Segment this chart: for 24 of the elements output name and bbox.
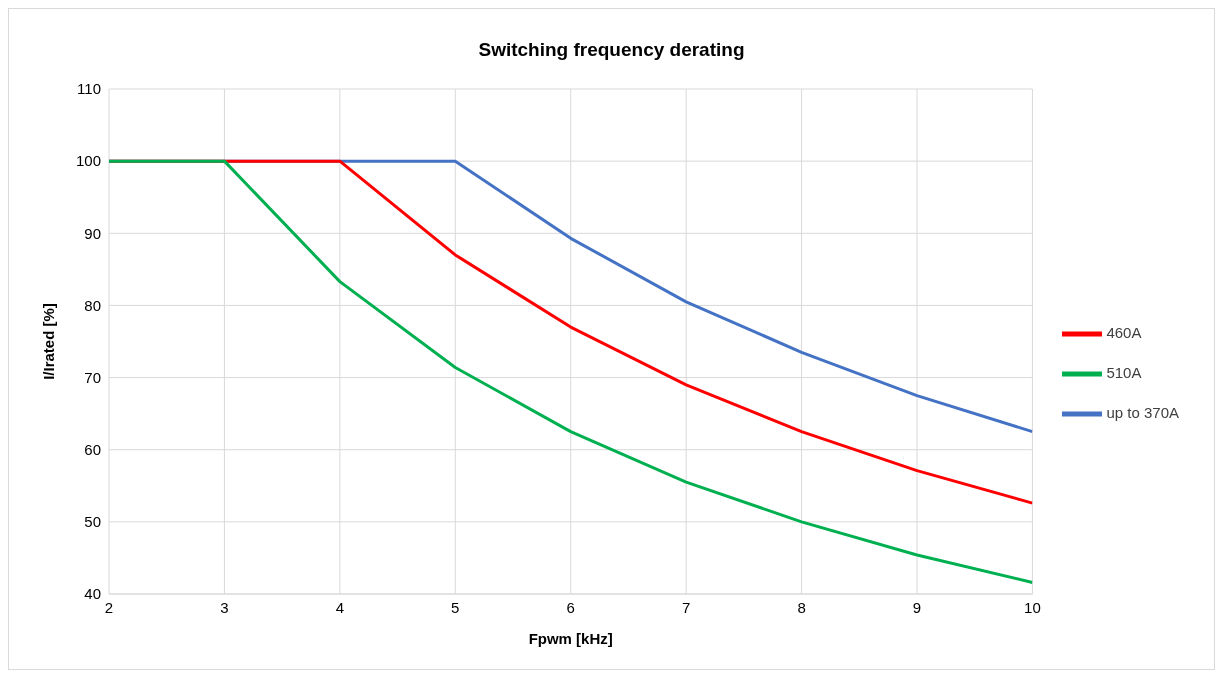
y-tick-label: 40 [84,585,101,603]
x-tick-label: 6 [566,598,575,616]
chart-title: Switching frequency derating [477,38,746,62]
x-tick-label: 2 [104,598,114,616]
y-axis-title: I/Irated [%] [40,303,58,380]
y-tick-label: 50 [84,513,101,531]
x-tick-label: 10 [1024,598,1041,616]
legend-label: 460A [1106,323,1142,341]
x-tick-label: 3 [220,598,229,616]
x-tick-label: 5 [451,598,460,616]
y-tick-label: 90 [84,224,101,242]
y-tick-label: 100 [75,152,101,170]
x-tick-label: 9 [912,598,922,616]
legend-label: 510A [1106,363,1142,381]
x-tick-label: 8 [797,598,806,616]
y-tick-label: 110 [77,80,101,98]
y-tick-label: 60 [84,441,101,459]
x-tick-label: 7 [681,598,691,616]
y-tick-label: 70 [84,368,101,386]
x-axis-title: Fpwm [kHz] [528,630,613,647]
x-tick-label: 4 [335,598,345,616]
line-series [109,159,1033,584]
y-tick-label: 80 [84,296,101,314]
legend-label: up to 370A [1106,403,1179,421]
